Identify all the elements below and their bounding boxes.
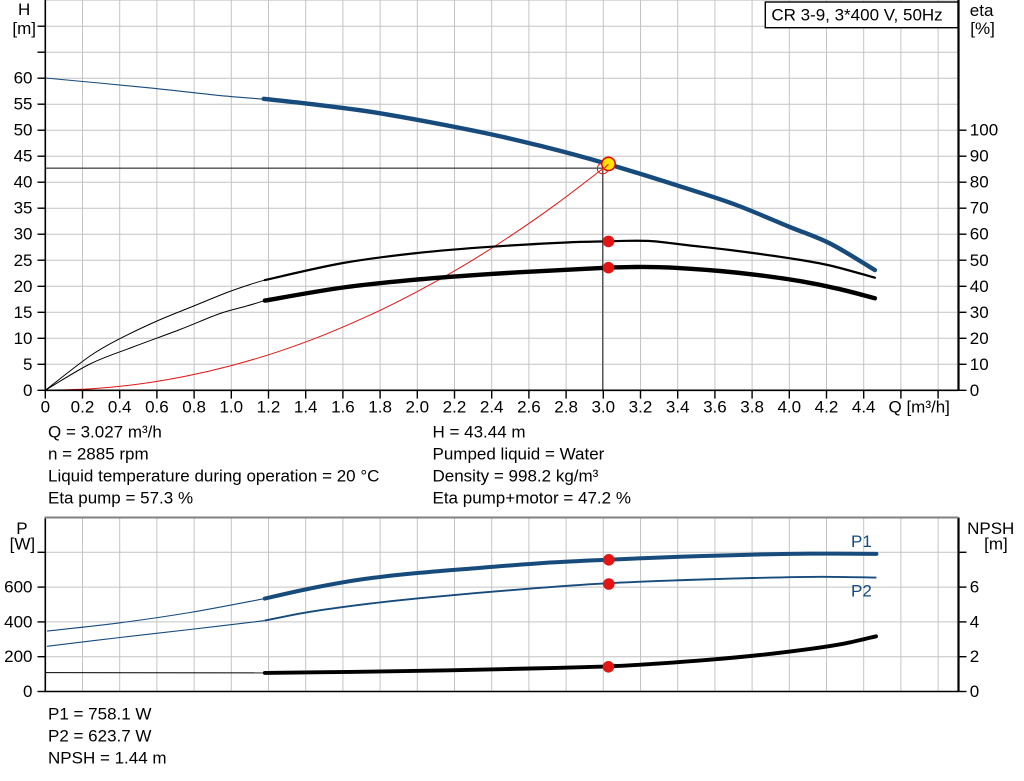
svg-text:NPSH = 1.44 m: NPSH = 1.44 m <box>48 748 167 767</box>
svg-text:1.4: 1.4 <box>294 398 318 417</box>
svg-text:10: 10 <box>14 329 33 348</box>
svg-text:600: 600 <box>4 578 32 597</box>
svg-text:Density = 998.2 kg/m³: Density = 998.2 kg/m³ <box>433 467 599 486</box>
svg-text:3.2: 3.2 <box>629 398 653 417</box>
svg-text:50: 50 <box>14 121 33 140</box>
svg-text:55: 55 <box>14 95 33 114</box>
svg-text:10: 10 <box>970 355 989 374</box>
svg-text:Q = 3.027 m³/h: Q = 3.027 m³/h <box>48 423 162 442</box>
svg-text:CR 3-9, 3*400 V, 50Hz: CR 3-9, 3*400 V, 50Hz <box>771 5 942 24</box>
svg-text:eta: eta <box>970 1 994 20</box>
svg-text:0: 0 <box>970 381 979 400</box>
svg-text:3.4: 3.4 <box>666 398 690 417</box>
svg-text:2.8: 2.8 <box>554 398 578 417</box>
svg-text:2.4: 2.4 <box>480 398 504 417</box>
svg-text:30: 30 <box>14 225 33 244</box>
svg-text:1.8: 1.8 <box>368 398 392 417</box>
svg-text:4.0: 4.0 <box>777 398 801 417</box>
svg-text:2.0: 2.0 <box>405 398 429 417</box>
svg-text:Eta pump+motor = 47.2 %: Eta pump+motor = 47.2 % <box>433 488 631 507</box>
svg-text:[m]: [m] <box>12 19 36 38</box>
svg-text:3.8: 3.8 <box>740 398 764 417</box>
svg-text:80: 80 <box>970 173 989 192</box>
svg-text:200: 200 <box>4 647 32 666</box>
svg-text:0: 0 <box>23 381 32 400</box>
svg-text:0: 0 <box>23 682 32 701</box>
svg-text:45: 45 <box>14 147 33 166</box>
svg-text:2.2: 2.2 <box>443 398 467 417</box>
svg-text:30: 30 <box>970 303 989 322</box>
svg-text:1.0: 1.0 <box>219 398 243 417</box>
svg-text:0: 0 <box>970 682 979 701</box>
svg-text:Pumped liquid = Water: Pumped liquid = Water <box>433 445 605 464</box>
svg-text:3.6: 3.6 <box>703 398 727 417</box>
svg-text:20: 20 <box>970 329 989 348</box>
svg-text:[m]: [m] <box>984 534 1008 553</box>
svg-text:40: 40 <box>14 173 33 192</box>
svg-text:60: 60 <box>970 225 989 244</box>
svg-text:[%]: [%] <box>970 19 995 38</box>
svg-text:90: 90 <box>970 147 989 166</box>
svg-text:0: 0 <box>41 398 50 417</box>
svg-text:P2 = 623.7 W: P2 = 623.7 W <box>48 727 151 746</box>
svg-text:P: P <box>16 519 27 538</box>
svg-text:70: 70 <box>970 199 989 218</box>
svg-text:Q [m³/h]: Q [m³/h] <box>889 398 950 417</box>
svg-text:n = 2885 rpm: n = 2885 rpm <box>48 445 149 464</box>
svg-text:Liquid temperature during oper: Liquid temperature during operation = 20… <box>48 467 379 486</box>
svg-text:20: 20 <box>14 277 33 296</box>
svg-text:0.6: 0.6 <box>145 398 169 417</box>
svg-text:50: 50 <box>970 251 989 270</box>
svg-text:P1: P1 <box>851 532 872 551</box>
svg-text:400: 400 <box>4 612 32 631</box>
svg-text:2: 2 <box>970 647 979 666</box>
svg-text:0.2: 0.2 <box>71 398 95 417</box>
svg-text:0.8: 0.8 <box>182 398 206 417</box>
svg-text:H = 43.44 m: H = 43.44 m <box>433 423 526 442</box>
svg-text:4.2: 4.2 <box>815 398 839 417</box>
svg-text:4: 4 <box>970 612 979 631</box>
svg-text:P1 = 758.1 W: P1 = 758.1 W <box>48 705 151 724</box>
svg-text:6: 6 <box>970 578 979 597</box>
svg-text:P2: P2 <box>851 582 872 601</box>
svg-text:0.4: 0.4 <box>108 398 132 417</box>
svg-text:100: 100 <box>970 121 998 140</box>
svg-text:[W]: [W] <box>10 534 36 553</box>
svg-text:40: 40 <box>970 277 989 296</box>
svg-text:15: 15 <box>14 303 33 322</box>
svg-text:Eta pump = 57.3 %: Eta pump = 57.3 % <box>48 488 193 507</box>
svg-text:NPSH: NPSH <box>967 519 1014 538</box>
svg-text:60: 60 <box>14 69 33 88</box>
svg-text:2.6: 2.6 <box>517 398 541 417</box>
svg-text:35: 35 <box>14 199 33 218</box>
svg-text:H: H <box>18 0 30 19</box>
svg-text:1.6: 1.6 <box>331 398 355 417</box>
svg-text:4.4: 4.4 <box>852 398 876 417</box>
svg-text:3.0: 3.0 <box>591 398 615 417</box>
svg-text:5: 5 <box>23 355 32 374</box>
svg-text:25: 25 <box>14 251 33 270</box>
svg-text:1.2: 1.2 <box>257 398 281 417</box>
